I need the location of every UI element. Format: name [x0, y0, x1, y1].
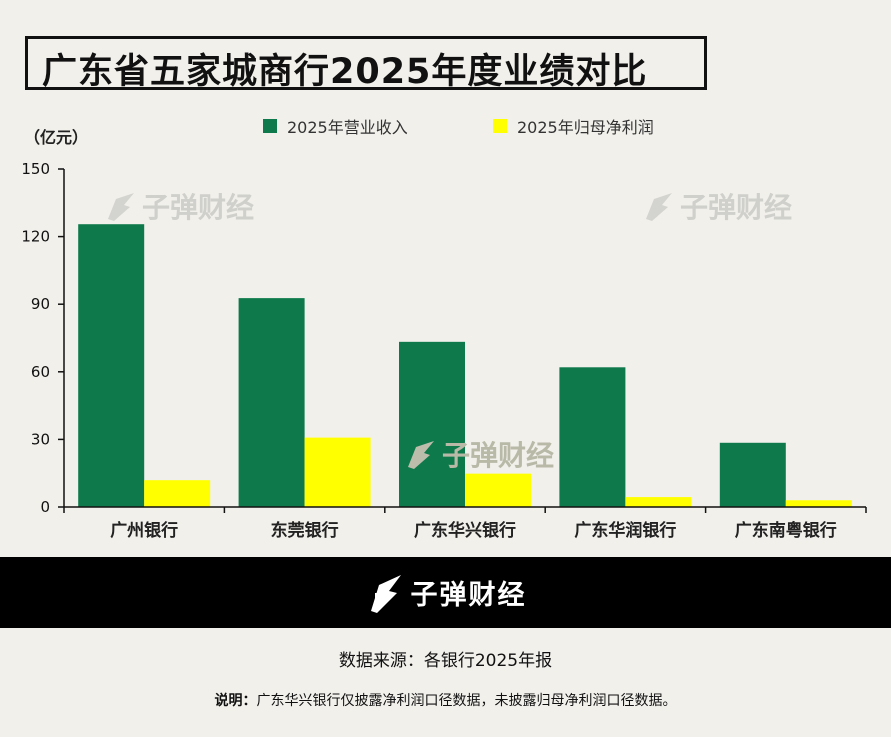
y-tick-label: 150	[21, 160, 50, 178]
y-axis-unit: （亿元）	[24, 128, 89, 147]
bullet-logo-icon	[646, 193, 672, 221]
x-tick-label: 东莞银行	[271, 520, 339, 541]
y-tick-label: 120	[21, 228, 50, 246]
legend-item-revenue: 2025年营业收入	[263, 116, 408, 137]
revenue-bar	[238, 298, 305, 507]
bullet-logo-icon	[408, 441, 434, 469]
y-tick-label: 90	[31, 295, 50, 313]
footnote: 说明：广东华兴银行仅披露净利润口径数据，未披露归母净利润口径数据。	[0, 690, 891, 710]
profit-bar	[304, 437, 371, 507]
brand-band: 子弹财经	[0, 557, 891, 628]
legend-swatch-revenue	[263, 119, 277, 133]
revenue-bar	[399, 341, 465, 507]
data-source: 数据来源：各银行2025年报	[338, 651, 553, 671]
revenue-bar	[78, 224, 145, 507]
revenue-bar	[559, 367, 626, 507]
title-box: 广东省五家城商行2025年度业绩对比	[25, 36, 707, 92]
watermark: 子弹财经	[404, 434, 554, 474]
legend-label-profit: 2025年归母净利润	[517, 118, 654, 137]
legend-label-revenue: 2025年营业收入	[287, 118, 408, 137]
legend-swatch-profit	[493, 119, 507, 133]
x-tick-label: 广州银行	[110, 520, 178, 541]
brand-name: 子弹财经	[410, 580, 527, 611]
watermark: 子弹财经	[642, 186, 792, 226]
bullet-logo-icon	[370, 574, 401, 613]
y-tick-label: 0	[40, 498, 50, 516]
x-tick-label: 广东华兴银行	[414, 520, 516, 541]
x-tick-label: 广东南粤银行	[735, 520, 837, 541]
bar-chart: 0 30 60 90 120 150 广州银行 东莞银行 广东华兴银行 广东华润银行 广东南粤银行	[21, 160, 867, 541]
profit-bar	[625, 497, 692, 507]
y-tick-label: 60	[31, 363, 50, 381]
footnote-label: 说明：	[214, 693, 257, 709]
profit-bar	[785, 500, 852, 507]
x-tick-label: 广东华润银行	[574, 520, 676, 541]
chart-title: 广东省五家城商行2025年度业绩对比	[42, 52, 648, 92]
revenue-bar	[719, 442, 786, 507]
y-tick-label: 30	[31, 430, 50, 448]
profit-bar	[465, 473, 531, 507]
legend-item-profit: 2025年归母净利润	[493, 116, 654, 137]
profit-bar	[144, 480, 211, 507]
watermark: 子弹财经	[104, 186, 254, 226]
bullet-logo-icon	[108, 193, 134, 221]
footnote-text: 广东华兴银行仅披露净利润口径数据，未披露归母净利润口径数据。	[256, 693, 677, 709]
